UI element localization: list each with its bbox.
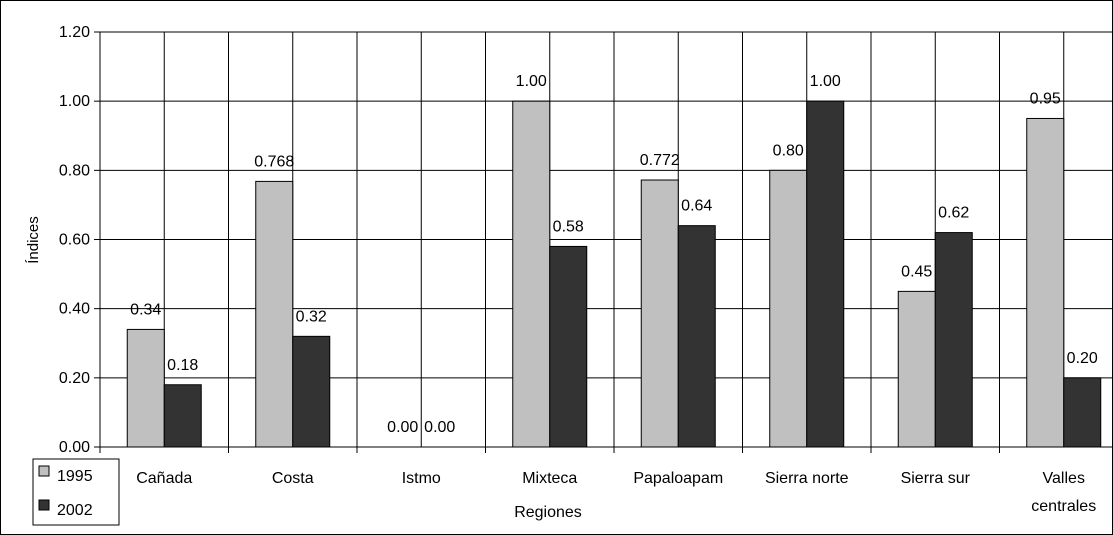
y-tick-label: 0.40 (59, 301, 90, 318)
bar (293, 336, 330, 447)
legend-swatch-2002 (39, 500, 49, 510)
bar (770, 170, 807, 447)
y-tick-label: 0.60 (59, 232, 90, 249)
data-label: 0.64 (681, 198, 712, 215)
legend-label-2002: 2002 (57, 502, 93, 519)
data-label: 1.00 (810, 73, 841, 90)
bar (678, 226, 715, 447)
x-tick-label: Sierra sur (901, 470, 971, 487)
data-label: 0.62 (938, 205, 969, 222)
data-label: 0.768 (254, 153, 294, 170)
x-tick-label: Sierra norte (765, 470, 849, 487)
legend-swatch-1995 (39, 466, 49, 476)
x-tick-label: Cañada (136, 470, 192, 487)
data-label: 0.80 (773, 142, 804, 159)
data-label: 0.18 (167, 357, 198, 374)
bar (1064, 378, 1101, 447)
bar (807, 101, 844, 447)
y-axis-label: Índices (25, 216, 42, 264)
x-tick-label: Costa (272, 470, 314, 487)
legend-label-1995: 1995 (57, 468, 93, 485)
bar (256, 181, 293, 447)
data-label: 0.45 (901, 263, 932, 280)
bar (898, 291, 935, 447)
bar (641, 180, 678, 447)
legend: 1995 2002 (33, 459, 119, 525)
x-axis-label: Regiones (514, 504, 582, 521)
data-label: 0.00 (424, 419, 455, 436)
data-label: 1.00 (516, 73, 547, 90)
y-tick-label: 0.20 (59, 370, 90, 387)
y-tick-label: 1.20 (59, 24, 90, 41)
data-label: 0.34 (130, 301, 161, 318)
bar (1027, 118, 1064, 447)
x-tick-label: Papaloapam (633, 470, 723, 487)
data-label: 0.772 (640, 152, 680, 169)
y-tick-label: 0.80 (59, 162, 90, 179)
data-label: 0.00 (387, 419, 418, 436)
x-tick-label: Istmo (402, 470, 441, 487)
x-tick-label: Mixteca (522, 470, 577, 487)
bar (550, 246, 587, 447)
bar (127, 329, 164, 447)
bar (513, 101, 550, 447)
data-label: 0.95 (1030, 90, 1061, 107)
data-label: 0.32 (296, 308, 327, 325)
data-label: 0.58 (553, 218, 584, 235)
bar (935, 233, 972, 447)
data-label: 0.20 (1067, 350, 1098, 367)
y-tick-label: 0.00 (59, 439, 90, 456)
bar (164, 385, 201, 447)
y-tick-label: 1.00 (59, 93, 90, 110)
